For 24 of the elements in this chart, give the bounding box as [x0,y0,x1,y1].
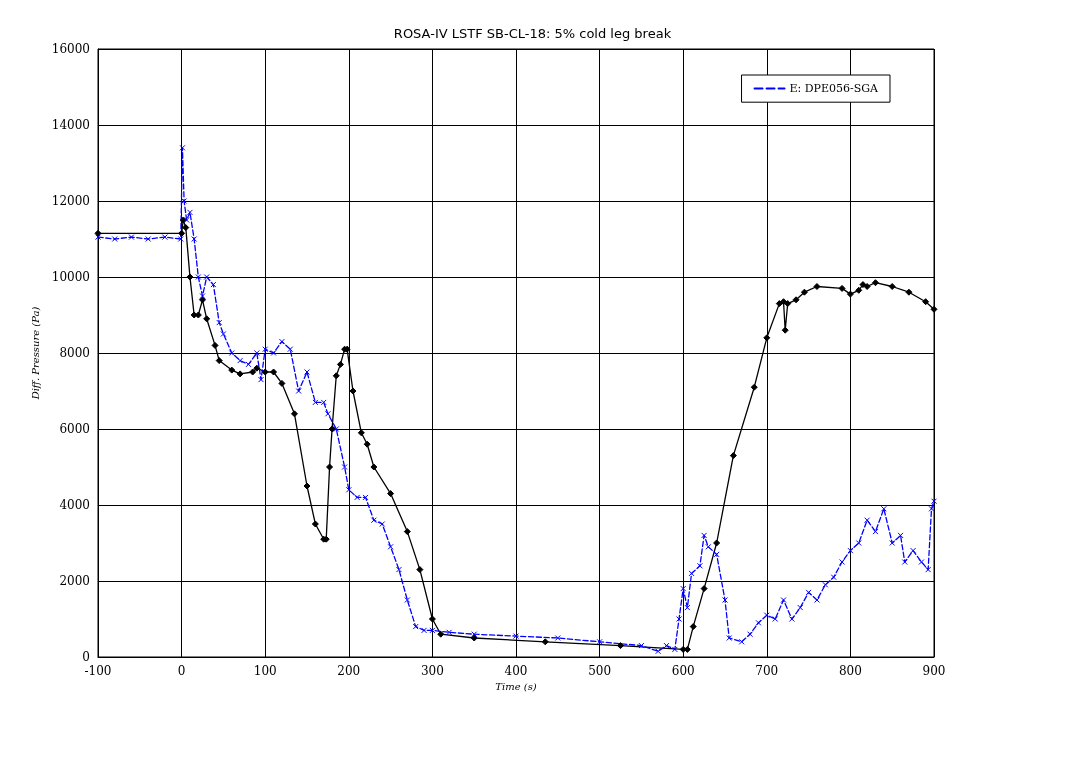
legend-label: E: DPE056-SGA [789,82,880,96]
y-tick-label: 8000 [59,346,90,360]
x-tick-label: 100 [253,664,277,678]
y-tick-label: 10000 [51,270,90,284]
x-tick-label: 400 [504,664,528,678]
chart-title: ROSA-IV LSTF SB-CL-18: 5% cold leg break [393,26,672,41]
x-tick-label: 0 [177,664,186,678]
x-tick-label: 700 [755,664,779,678]
y-axis-title: Diff. Pressure (Pa) [30,306,42,401]
y-tick-label: 4000 [59,498,90,512]
y-tick-label: 14000 [51,118,90,132]
x-tick-label: 500 [588,664,612,678]
x-tick-label: 800 [838,664,862,678]
x-tick-label: -100 [84,664,112,678]
y-tick-label: 16000 [51,42,90,56]
y-tick-label: 12000 [51,194,90,208]
x-tick-label: 600 [671,664,695,678]
x-tick-label: 900 [922,664,946,678]
x-tick-label: 200 [337,664,361,678]
y-tick-label: 2000 [59,574,90,588]
y-tick-label: 0 [82,650,90,664]
x-tick-label: 300 [420,664,444,678]
x-axis-title: Time (s) [495,681,537,693]
y-tick-label: 6000 [59,422,90,436]
